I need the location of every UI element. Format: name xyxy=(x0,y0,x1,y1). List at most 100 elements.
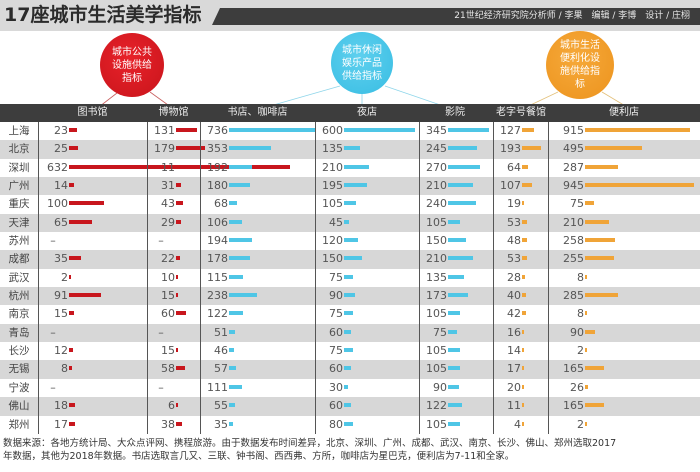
cell-bookstore: 57 xyxy=(200,360,236,378)
table-row: 杭州 91 15 238 90 173 40 285 xyxy=(0,287,700,306)
value-bar xyxy=(522,219,528,224)
cell-museum: 15 xyxy=(147,342,179,360)
value-bar xyxy=(344,293,355,298)
cell-cinema: 150 xyxy=(419,232,466,250)
cell-convenience: 165 xyxy=(548,397,604,415)
value: 46 xyxy=(214,344,228,358)
value: 195 xyxy=(322,179,343,193)
column-divider xyxy=(147,122,148,434)
value: 31 xyxy=(161,179,175,193)
cell-bookstore: 35 xyxy=(200,416,234,434)
cell-bookstore: 122 xyxy=(200,305,244,323)
value-bar xyxy=(69,164,291,169)
value: 107 xyxy=(500,179,521,193)
value-bar xyxy=(176,293,179,298)
cell-convenience: 945 xyxy=(548,177,694,195)
value: 90 xyxy=(570,325,584,339)
value-bar xyxy=(448,329,457,334)
cell-nightclub: 600 xyxy=(315,122,415,140)
value: 14 xyxy=(507,344,521,358)
value-bar xyxy=(69,348,74,353)
cell-nightclub: 60 xyxy=(315,324,352,342)
value-bar xyxy=(585,403,604,408)
value: 210 xyxy=(322,160,343,174)
value: 57 xyxy=(214,362,228,376)
value-bar xyxy=(585,219,610,224)
cell-museum: 60 xyxy=(147,305,186,323)
value-bar xyxy=(229,274,243,279)
value: 165 xyxy=(563,399,584,413)
cell-bookstore: 194 xyxy=(200,232,252,250)
cell-museum: 38 xyxy=(147,416,183,434)
table-row: 长沙 12 15 46 75 105 14 2 xyxy=(0,342,700,360)
value: 736 xyxy=(207,124,228,137)
value: 55 xyxy=(214,399,228,413)
cell-bookstore: 178 xyxy=(200,250,250,268)
cell-library: 35 xyxy=(38,250,82,268)
value: 60 xyxy=(161,307,175,321)
city-name: 杭州 xyxy=(8,290,30,303)
value-bar xyxy=(176,403,178,408)
cell-oldbrand: 40 xyxy=(493,287,526,305)
cell-oldbrand: 53 xyxy=(493,250,528,268)
cell-nightclub: 60 xyxy=(315,397,352,415)
value-bar xyxy=(176,128,197,132)
value: 131 xyxy=(154,124,175,137)
credit-text: 21世纪经济研究院分析师 / 李果 编辑 / 李博 设计 / 庄栩 xyxy=(454,11,690,21)
value: 23 xyxy=(54,124,68,137)
city-name: 上海 xyxy=(8,125,30,137)
cell-library: 65 xyxy=(38,214,92,232)
value: 51 xyxy=(214,325,228,339)
cell-nightclub: 45 xyxy=(315,214,350,232)
public-facility-circle: 城市公共设施供给指标 xyxy=(100,33,164,97)
cell-cinema: 105 xyxy=(419,214,461,232)
value: 120 xyxy=(322,234,343,248)
value: 26 xyxy=(570,380,584,394)
value: 127 xyxy=(500,124,521,137)
value-bar xyxy=(344,164,369,169)
value: 53 xyxy=(507,252,521,266)
value: 4 xyxy=(514,417,521,431)
value-bar xyxy=(229,348,235,353)
value-bar xyxy=(522,348,524,353)
value: 173 xyxy=(426,289,447,303)
cell-nightclub: 90 xyxy=(315,287,355,305)
value-bar xyxy=(522,201,524,206)
value: 270 xyxy=(426,160,447,174)
cell-oldbrand: 42 xyxy=(493,305,527,323)
cell-library: – xyxy=(38,324,68,342)
cell-nightclub: 30 xyxy=(315,379,348,397)
source-note-line-1: 数据来源：各地方统计局、大众点评网、携程旅游。由于数据发布时间差异，北京、深圳、… xyxy=(3,438,617,449)
value: 105 xyxy=(426,344,447,358)
cell-cinema: 105 xyxy=(419,416,461,434)
header-museum: 博物馆 xyxy=(158,107,189,118)
value: 193 xyxy=(500,142,521,156)
value: 35 xyxy=(214,417,228,431)
cell-library: 17 xyxy=(38,416,75,434)
value: 135 xyxy=(322,142,343,156)
value: 8 xyxy=(577,307,584,321)
value: 80 xyxy=(329,417,343,431)
value-bar xyxy=(69,219,92,224)
value: 64 xyxy=(507,160,521,174)
cell-convenience: 285 xyxy=(548,287,618,305)
cell-convenience: 8 xyxy=(548,269,587,287)
table-row: 广州 14 31 180 195 210 107 945 xyxy=(0,177,700,196)
value-bar xyxy=(522,256,528,261)
value-bar xyxy=(69,403,76,408)
value: 600 xyxy=(322,124,343,137)
header-convenience: 便利店 xyxy=(609,107,639,118)
value: 178 xyxy=(207,252,228,266)
value-bar xyxy=(344,128,415,132)
value: 42 xyxy=(507,307,521,321)
value: 238 xyxy=(207,289,228,303)
value: 105 xyxy=(426,215,447,229)
value: 75 xyxy=(433,325,447,339)
cell-library: 91 xyxy=(38,287,101,305)
city-name: 武汉 xyxy=(8,271,30,284)
value-bar xyxy=(69,128,78,132)
value-bar xyxy=(522,274,525,279)
value: 210 xyxy=(426,252,447,266)
cell-library: 2 xyxy=(38,269,71,287)
value-bar xyxy=(344,146,360,151)
